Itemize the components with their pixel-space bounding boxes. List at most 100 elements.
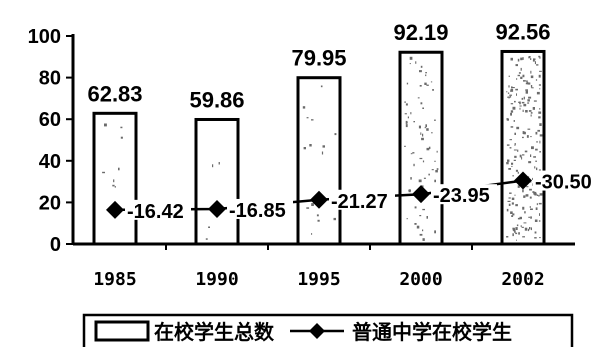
bar-speck [525, 110, 528, 113]
bar-speck [511, 165, 513, 167]
bar-speck [404, 145, 406, 147]
line-point-marker [412, 185, 430, 204]
bar-speck [536, 141, 538, 143]
bar-speck [529, 206, 531, 208]
bar-speck [515, 204, 518, 207]
bar-speck [525, 90, 528, 94]
bar-speck [530, 70, 532, 74]
bar-texture [205, 162, 220, 240]
bar-speck [404, 101, 406, 103]
bar-speck [311, 233, 313, 235]
x-tick-label: 2000 [399, 269, 442, 290]
bar-speck [539, 134, 543, 137]
line-label-background [125, 199, 191, 220]
line-value-label: -16.85 [229, 200, 286, 222]
bar-speck [434, 179, 436, 183]
bar-speck [212, 164, 214, 168]
bar-speck [509, 139, 512, 141]
line-label-background [329, 189, 395, 210]
bar-speck [422, 160, 425, 163]
bar-speck [535, 131, 538, 135]
bar-speck [334, 133, 337, 136]
bar-texture [102, 123, 123, 188]
bar-speck [522, 74, 525, 78]
bar-speck [512, 228, 515, 231]
bar-speck [530, 58, 532, 60]
bar-speck [507, 92, 510, 94]
bar-speck [539, 123, 542, 126]
bar-speck [514, 132, 516, 135]
bar-speck [528, 110, 532, 112]
line-point-marker [106, 200, 124, 219]
bar-speck [512, 227, 515, 230]
bar-speck [415, 61, 417, 64]
bar-speck [517, 58, 520, 62]
bar-speck [511, 86, 513, 89]
bar-speck [508, 85, 510, 88]
bar-speck [525, 82, 528, 85]
bar-speck [418, 179, 422, 183]
bar-speck [528, 96, 532, 99]
bar-speck [538, 74, 541, 78]
bar-speck [512, 175, 514, 177]
bar-speck [525, 89, 528, 91]
bar-speck [421, 137, 424, 141]
bar-speck [511, 197, 515, 200]
line-label-background [227, 198, 293, 219]
bar-speck [519, 154, 522, 158]
bar-speck [533, 191, 535, 194]
bar-speck [426, 216, 428, 219]
bar-speck [510, 88, 514, 92]
bar-speck [405, 124, 408, 128]
bar-speck [513, 120, 515, 122]
bar-speck [524, 211, 526, 214]
bar-speck [539, 213, 540, 216]
bar-speck [523, 103, 527, 107]
bar-speck [509, 147, 512, 149]
bar-speck [539, 108, 541, 110]
bar-speck [534, 166, 536, 169]
bar-speck [515, 227, 518, 230]
bar-speck [423, 177, 426, 179]
bar-speck [436, 168, 439, 170]
bar-speck [118, 167, 120, 171]
bar-speck [434, 119, 436, 121]
bar-speck [523, 195, 526, 198]
bar-speck [539, 193, 543, 196]
bar-speck [302, 106, 306, 109]
bar-speck [539, 88, 541, 90]
bar-speck [511, 202, 514, 205]
bar-speck [533, 191, 537, 195]
bar-speck [527, 128, 531, 130]
line-point-marker [310, 190, 328, 209]
bar-speck [514, 144, 516, 146]
bar-speck [407, 116, 409, 119]
bar-speck [538, 111, 542, 114]
bar-speck [517, 217, 521, 220]
bar-speck [422, 133, 424, 137]
bar-speck [420, 102, 423, 105]
bar-speck [524, 227, 528, 231]
bar-speck [531, 87, 534, 89]
bar-speck [510, 110, 514, 113]
bar-speck [526, 135, 529, 138]
bar-speck [419, 157, 423, 160]
bar-speck [311, 119, 314, 121]
bar-speck [531, 146, 534, 150]
bar-speck [509, 94, 512, 96]
bar-speck [218, 162, 220, 165]
bar-speck [519, 101, 521, 105]
bar-speck [426, 128, 429, 131]
bar-speck [104, 123, 107, 127]
bar-speck [508, 75, 510, 77]
bar-speck [517, 171, 519, 174]
bar-speck [525, 194, 529, 197]
line-value-label: -30.50 [535, 172, 592, 194]
bar-speck [523, 80, 526, 82]
bar-speck [534, 61, 536, 65]
bar-speck [527, 82, 531, 85]
bar-value-label: 59.86 [189, 87, 244, 112]
bar-texture [506, 55, 543, 241]
x-tick-label: 1985 [93, 269, 136, 290]
